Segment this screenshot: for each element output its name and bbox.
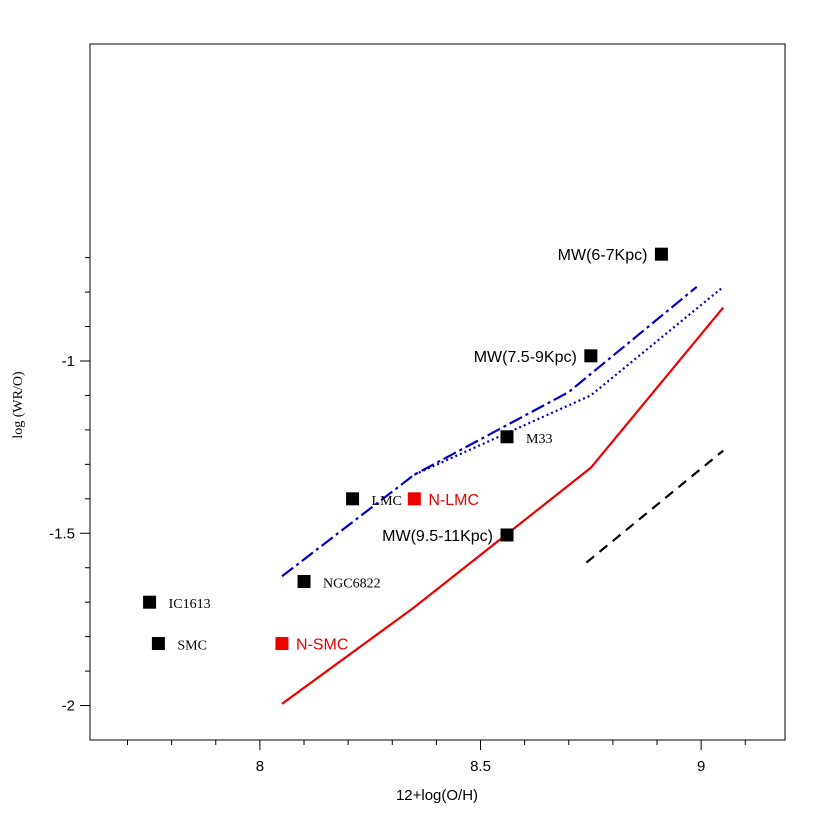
x-tick-label: 8 <box>256 758 264 775</box>
point-label-ic1613: IC1613 <box>169 597 211 612</box>
point-mw-6-7kpc <box>654 247 668 261</box>
point-ic1613 <box>143 595 157 609</box>
y-axis-label: log (WR/O) <box>11 371 26 439</box>
point-smc <box>151 637 165 651</box>
series-line-dashdot <box>281 286 698 578</box>
point-label-ngc6822: NGC6822 <box>323 577 381 592</box>
point-label-n-smc: N-SMC <box>296 637 348 654</box>
y-tick-label: -1 <box>62 353 75 370</box>
point-label-n-lmc: N-LMC <box>428 492 479 509</box>
point-m33 <box>500 430 514 444</box>
point-label-m33: M33 <box>526 432 552 447</box>
data-points: MW(6-7Kpc) MW(7.5-9Kpc) M33 LMC N-LMC MW(9.5-… <box>143 247 668 654</box>
point-ngc6822 <box>297 575 311 589</box>
point-label-mw-6-7kpc: MW(6-7Kpc) <box>558 247 648 264</box>
point-label-smc: SMC <box>177 639 207 654</box>
point-label-mw-9-5-11kpc: MW(9.5-11Kpc) <box>382 528 493 545</box>
point-label-lmc: LMC <box>372 494 402 509</box>
point-label-mw-7-5-9kpc: MW(7.5-9Kpc) <box>474 349 577 366</box>
series-line-dotted <box>413 286 724 476</box>
x-axis-label: 12+log(O/H) <box>396 787 478 804</box>
point-mw-7-5-9kpc <box>584 349 598 363</box>
y-tick-label: -1.5 <box>49 525 75 542</box>
axis-ticks: 8 8.5 9 -2 -1.5 -1 <box>49 257 746 775</box>
point-mw-9-5-11kpc <box>500 528 514 542</box>
x-tick-label: 8.5 <box>470 758 491 775</box>
point-n-smc <box>275 637 289 651</box>
series-line-dashed <box>585 449 724 564</box>
point-n-lmc <box>407 492 421 506</box>
y-tick-label: -2 <box>62 698 75 715</box>
point-lmc <box>346 492 360 506</box>
plot-frame <box>89 43 786 741</box>
x-tick-label: 9 <box>697 758 705 775</box>
